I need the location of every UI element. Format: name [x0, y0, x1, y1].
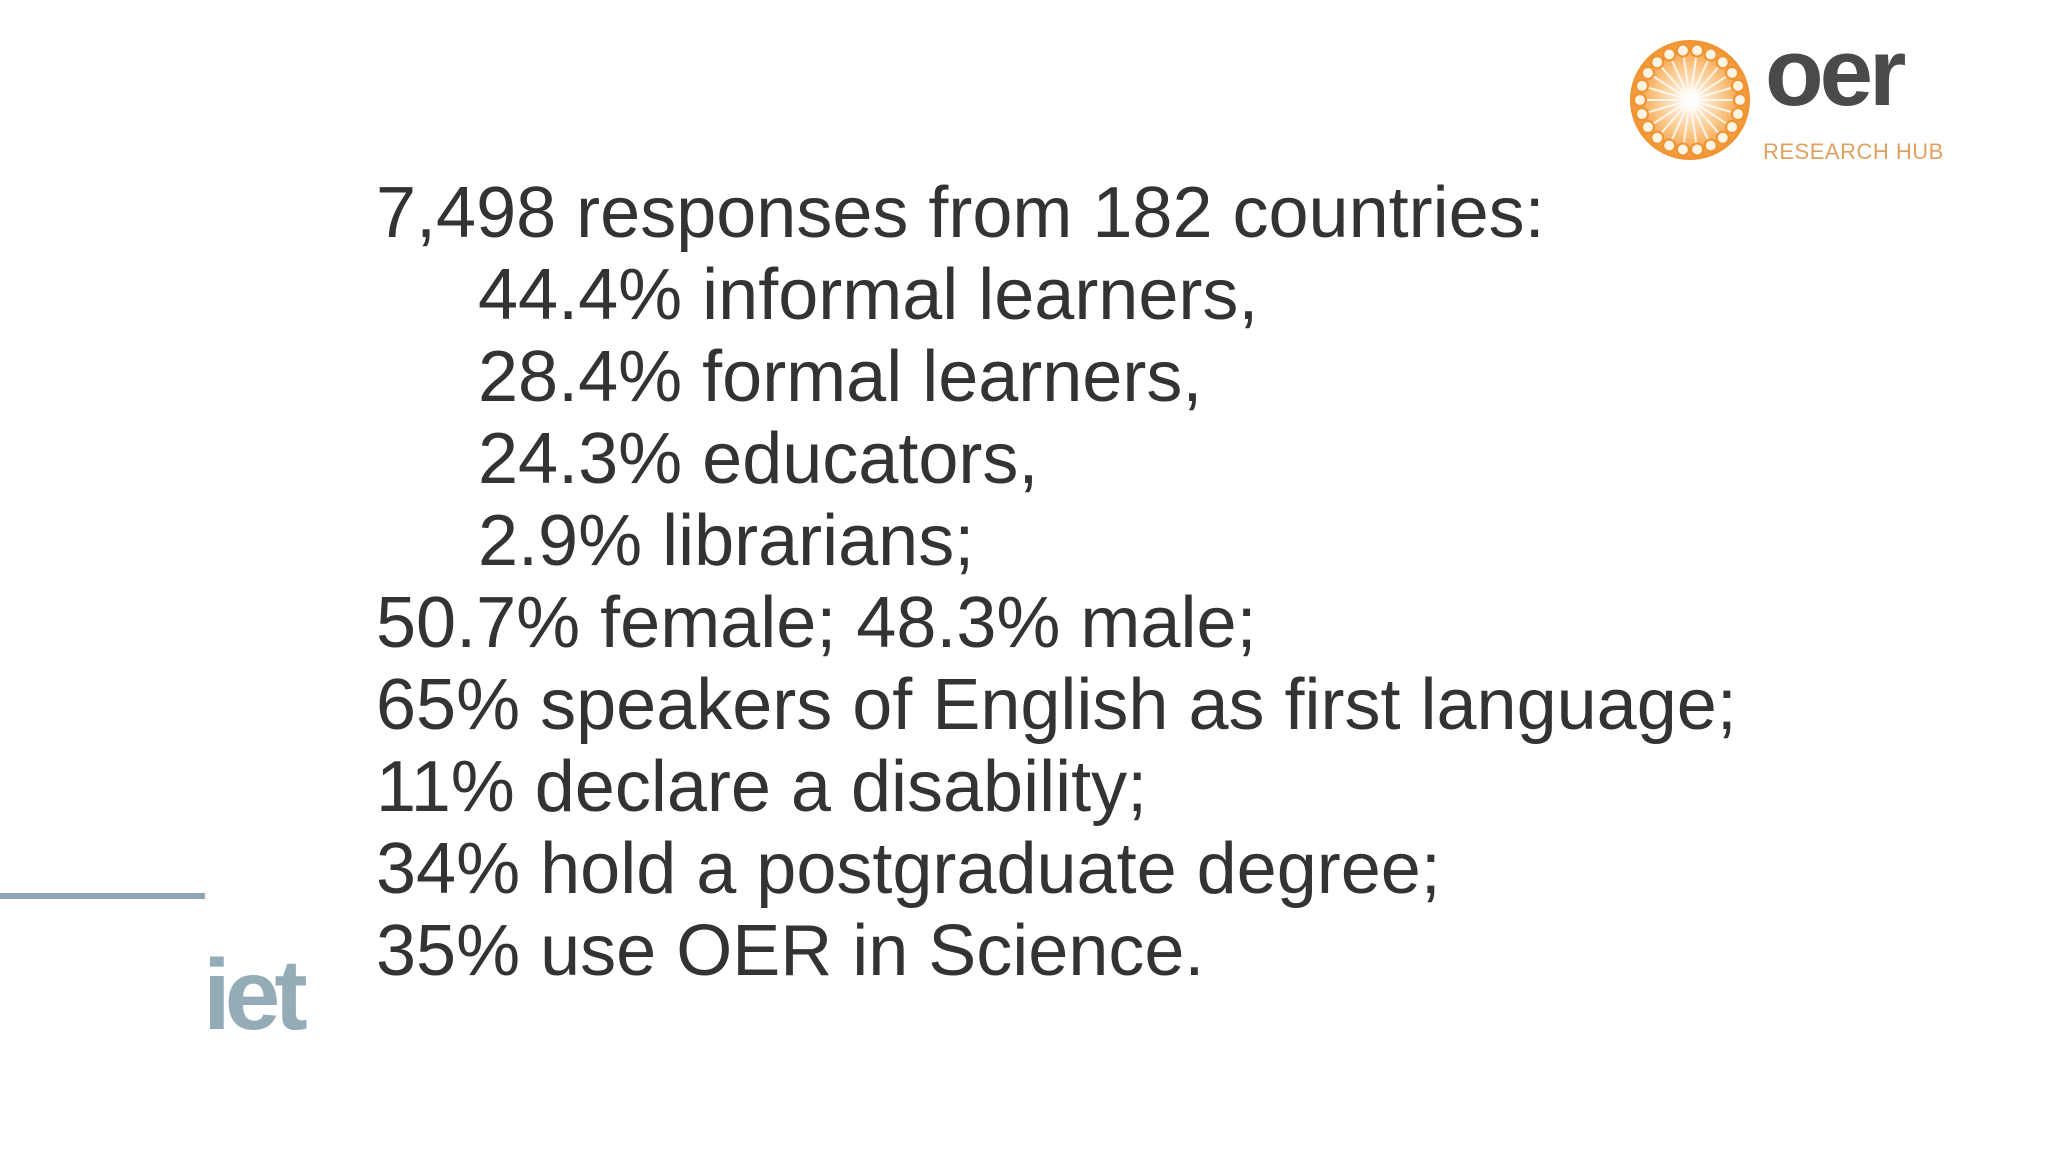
stat-line: 34% hold a postgraduate degree; [376, 829, 1441, 909]
stat-line: 50.7% female; 48.3% male; [376, 583, 1257, 663]
sub-stat-line: 2.9% librarians; [478, 501, 975, 581]
stat-line: 65% speakers of English as first languag… [376, 665, 1737, 745]
sub-stat-line: 24.3% educators, [478, 419, 1039, 499]
divider-line [0, 893, 205, 899]
sunburst-icon [1630, 40, 1750, 160]
sub-stat-line: 44.4% informal learners, [478, 255, 1259, 335]
iet-logo: iet [203, 939, 308, 1051]
oer-research-hub-logo: oer RESEARCH HUB [1625, 23, 1945, 165]
stat-line: 11% declare a disability; [376, 747, 1148, 827]
oer-subtitle: RESEARCH HUB [1763, 139, 1944, 164]
sub-stat-line: 28.4% formal learners, [478, 337, 1203, 417]
slide-body: 7,498 responses from 182 countries: 44.4%… [376, 172, 1737, 992]
stat-line: 7,498 responses from 182 countries: [376, 173, 1545, 253]
oer-wordmark: oer [1765, 19, 1906, 126]
stat-line: 35% use OER in Science. [376, 911, 1205, 991]
